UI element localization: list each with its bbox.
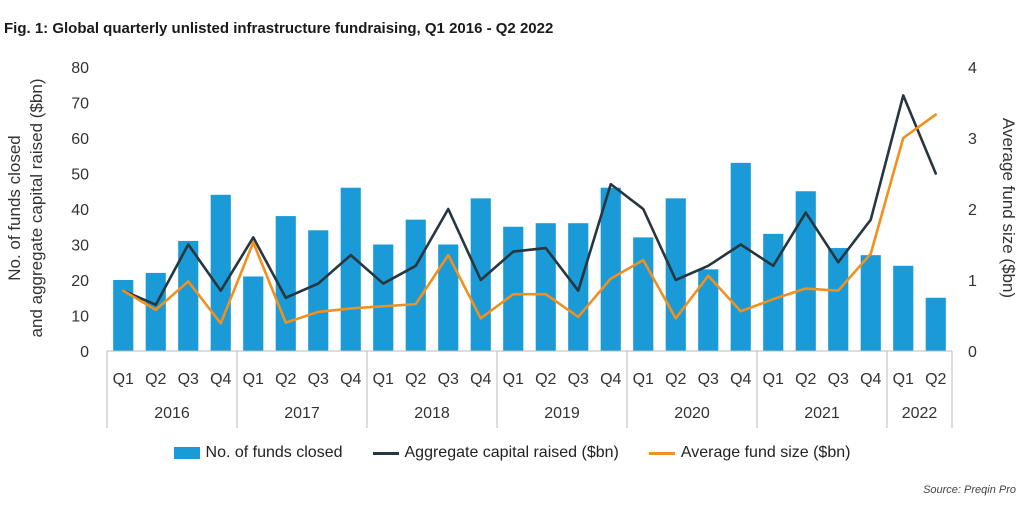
bar-funds-closed (438, 244, 459, 351)
y-axis-label-line1: No. of funds closed (5, 135, 24, 281)
x-tick-label: Q1 (503, 371, 524, 388)
x-tick-label: Q4 (730, 371, 751, 388)
bar-funds-closed (860, 255, 881, 351)
legend-swatch-average (648, 451, 675, 455)
x-tick-label: Q2 (795, 371, 816, 388)
x-tick-label: Q2 (665, 371, 686, 388)
y-tick-label: 50 (71, 167, 89, 184)
x-tick-label: Q2 (925, 371, 946, 388)
bar-funds-closed (275, 216, 296, 351)
x-tick-label: Q3 (828, 371, 849, 388)
legend-item-average[interactable]: Average fund size ($bn) (648, 444, 851, 462)
legend-label-average: Average fund size ($bn) (680, 444, 851, 461)
bar-funds-closed (405, 219, 426, 351)
y-tick-label: 60 (71, 131, 89, 148)
bar-funds-closed (210, 194, 231, 351)
x-tick-label: Q4 (470, 371, 491, 388)
y-tick-label: 0 (80, 344, 89, 361)
bar-funds-closed (535, 223, 556, 351)
legend-item-funds[interactable]: No. of funds closed (173, 444, 343, 462)
x-tick-label: Q1 (633, 371, 654, 388)
x-tick-label: Q3 (698, 371, 719, 388)
bar-funds-closed (145, 272, 166, 351)
legend-swatch-bar (173, 447, 200, 459)
bar-funds-closed (243, 276, 264, 351)
y2-tick-label: 0 (968, 344, 977, 361)
line-aggregate-capital (121, 94, 938, 307)
y2-tick-label: 1 (968, 273, 977, 290)
axis-layer: 0 10 20 30 40 50 60 70 80 0 1 2 3 4 Q1 Q2 Q3 Q4 Q1 Q2 Q3 Q4 Q1… (71, 60, 977, 428)
x-group-label: 2022 (902, 405, 938, 422)
y-tick-label: 40 (71, 202, 89, 219)
bar-funds-closed (340, 187, 361, 351)
x-tick-label: Q1 (893, 371, 914, 388)
bar-funds-closed (308, 230, 329, 351)
x-tick-label: Q3 (178, 371, 199, 388)
legend-swatch-aggregate (372, 451, 399, 455)
legend-label-aggregate: Aggregate capital raised ($bn) (404, 444, 619, 461)
bar-funds-closed (893, 265, 914, 351)
line-average-fund-size (121, 113, 938, 325)
x-tick-label: Q4 (600, 371, 621, 388)
bar-funds-closed (178, 240, 199, 351)
y2-tick-label: 2 (968, 202, 977, 219)
bar-funds-closed (633, 237, 654, 351)
x-tick-label: Q4 (340, 371, 361, 388)
bar-funds-closed (373, 244, 394, 351)
x-group-label: 2021 (804, 405, 840, 422)
bar-funds-closed (470, 198, 491, 351)
x-tick-label: Q1 (373, 371, 394, 388)
y-tick-label: 30 (71, 238, 89, 255)
bar-funds-closed (698, 269, 719, 351)
bar-funds-closed (113, 280, 134, 351)
bar-funds-closed (763, 233, 784, 351)
x-group-label: 2019 (544, 405, 580, 422)
y2-tick-label: 3 (968, 131, 977, 148)
x-tick-label: Q2 (535, 371, 556, 388)
legend-label-funds: No. of funds closed (205, 444, 343, 461)
y-tick-label: 80 (71, 60, 89, 77)
chart-title: Fig. 1: Global quarterly unlisted infras… (4, 20, 554, 37)
x-tick-label: Q3 (438, 371, 459, 388)
y-axis-label-line2: and aggregate capital raised ($bn) (27, 79, 46, 338)
x-tick-label: Q1 (243, 371, 264, 388)
y2-axis-label: Average fund size ($bn) (999, 118, 1018, 298)
bar-funds-closed (600, 187, 621, 351)
source-note: Source: Preqin Pro (923, 484, 1016, 496)
y2-tick-label: 4 (968, 60, 977, 77)
bar-funds-closed (795, 191, 816, 351)
bars-layer (113, 162, 946, 351)
x-group-label: 2016 (154, 405, 190, 422)
x-tick-label: Q2 (275, 371, 296, 388)
x-group-label: 2017 (284, 405, 320, 422)
bar-funds-closed (665, 198, 686, 351)
x-tick-label: Q3 (308, 371, 329, 388)
x-group-label: 2020 (674, 405, 710, 422)
y-tick-label: 10 (71, 309, 89, 326)
y-tick-label: 20 (71, 273, 89, 290)
bar-funds-closed (828, 248, 849, 351)
x-tick-label: Q2 (405, 371, 426, 388)
legend-item-aggregate[interactable]: Aggregate capital raised ($bn) (372, 444, 619, 462)
lines-layer (121, 94, 938, 325)
legend: No. of funds closed Aggregate capital ra… (0, 444, 1024, 462)
x-tick-label: Q4 (210, 371, 231, 388)
x-tick-label: Q3 (568, 371, 589, 388)
bar-funds-closed (730, 162, 751, 351)
x-tick-label: Q2 (145, 371, 166, 388)
x-tick-label: Q1 (113, 371, 134, 388)
x-tick-label: Q1 (763, 371, 784, 388)
bar-funds-closed (503, 226, 524, 351)
x-group-label: 2018 (414, 405, 450, 422)
bar-funds-closed (925, 297, 946, 351)
y-tick-label: 70 (71, 96, 89, 113)
x-tick-label: Q4 (860, 371, 881, 388)
